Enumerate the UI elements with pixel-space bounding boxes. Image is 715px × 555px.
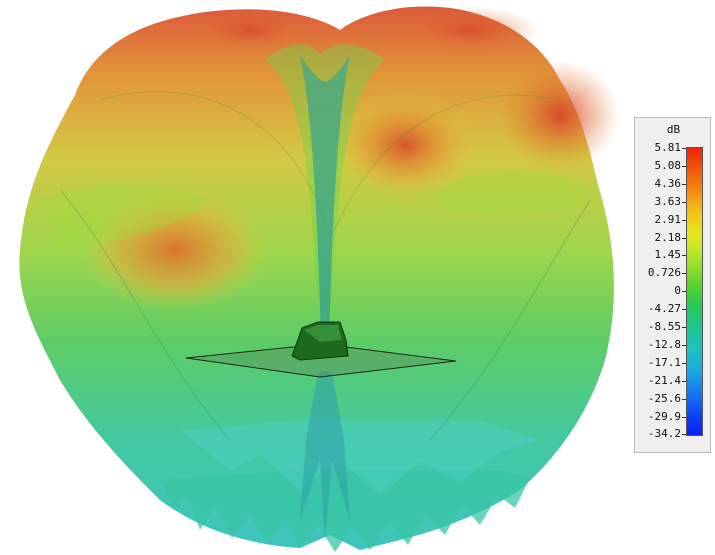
- legend-tick-mark: [682, 273, 686, 275]
- legend-tick-mark: [682, 201, 686, 203]
- legend-tick-mark: [682, 380, 686, 382]
- legend-tick-mark: [682, 255, 686, 257]
- legend-tick-mark: [682, 309, 686, 311]
- legend-tick-label: -21.4: [647, 373, 681, 387]
- legend-tick-label: -29.9: [647, 409, 681, 423]
- legend-tick-mark: [682, 219, 686, 221]
- legend-tick-mark: [682, 291, 686, 293]
- legend-tick-label: -8.55: [647, 320, 681, 333]
- color-scale-legend: dB 5.81 5.08 4.36 3.63 2.91 2.18 1.45 0.726 0 -4.…: [634, 117, 711, 453]
- legend-tick-label: 2.18: [654, 230, 682, 244]
- legend-tick-label: 4.36: [654, 176, 682, 190]
- legend-tick-mark: [682, 344, 686, 346]
- legend-tick-mark: [682, 237, 686, 239]
- legend-tick-mark: [682, 148, 686, 149]
- legend-tick-label: -17.1: [647, 355, 681, 369]
- legend-tick-mark: [682, 327, 686, 328]
- legend-tick-label: -12.8: [647, 337, 681, 351]
- legend-tick-mark: [682, 434, 686, 436]
- legend-tick-label: 0: [674, 284, 681, 298]
- legend-tick-label: 5.08: [654, 158, 682, 172]
- legend-color-bar: [686, 147, 703, 436]
- ground-plane: [185, 343, 457, 378]
- legend-tick-mark: [682, 362, 686, 364]
- legend-tick-label: 5.81: [654, 141, 682, 154]
- legend-unit-label: dB: [666, 123, 681, 136]
- legend-tick-label: -4.27: [647, 302, 681, 316]
- legend-tick-mark: [682, 398, 686, 400]
- legend-tick-label: -25.6: [647, 391, 681, 405]
- legend-tick-label: 0.726: [647, 266, 681, 280]
- legend-tick-mark: [682, 165, 686, 167]
- legend-tick-mark: [682, 416, 686, 418]
- legend-tick-mark: [682, 183, 686, 185]
- legend-tick-label: 1.45: [654, 248, 682, 262]
- legend-tick-label: -34.2: [647, 427, 681, 441]
- null-funnel: [300, 55, 350, 345]
- legend-tick-label: 2.91: [654, 212, 682, 226]
- legend-tick-label: 3.63: [654, 194, 682, 208]
